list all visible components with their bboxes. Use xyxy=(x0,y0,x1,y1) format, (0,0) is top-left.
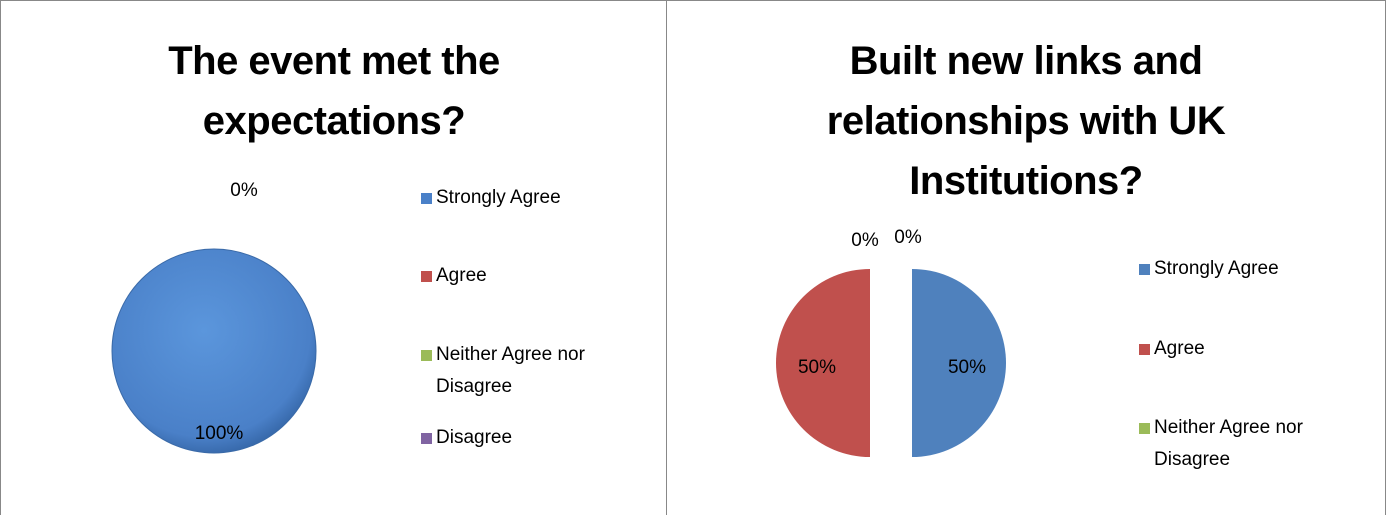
legend-swatch xyxy=(1139,423,1150,434)
legend-swatch xyxy=(1139,264,1150,275)
pie-chart: 50% 50% 0% 0% xyxy=(776,227,1006,457)
legend-swatch xyxy=(421,433,432,444)
pie-slice xyxy=(776,269,870,457)
data-label: 0% xyxy=(230,180,258,201)
legend-label: Disagree xyxy=(436,427,513,448)
data-label: 0% xyxy=(851,230,879,251)
chart-title: The event met the expectations? xyxy=(168,39,500,143)
chart-panel: The event met the expectations? 100% 0% Str… xyxy=(0,0,667,515)
data-label: 50% xyxy=(798,357,836,378)
legend-label: Agree xyxy=(436,265,487,286)
pie-slice xyxy=(912,269,1006,457)
chart-panel: Built new links and relationships with U… xyxy=(666,0,1386,515)
legend-label: Neither Agree nor Disagree xyxy=(436,344,585,397)
legend-label: Agree xyxy=(1154,338,1205,359)
legend-swatch xyxy=(421,193,432,204)
legend-swatch xyxy=(421,350,432,361)
legend-label: Strongly Agree xyxy=(436,187,561,208)
pie-chart: 100% 0% xyxy=(111,180,317,454)
legend-label: Neither Agree nor Disagree xyxy=(1154,417,1303,470)
data-label: 100% xyxy=(195,423,244,444)
data-label: 0% xyxy=(894,227,922,248)
pie-slice xyxy=(111,248,317,454)
legend-swatch xyxy=(421,271,432,282)
chart-title: Built new links and relationships with U… xyxy=(826,39,1226,203)
legend-swatch xyxy=(1139,344,1150,355)
legend-label: Strongly Agree xyxy=(1154,258,1279,279)
data-label: 50% xyxy=(948,357,986,378)
